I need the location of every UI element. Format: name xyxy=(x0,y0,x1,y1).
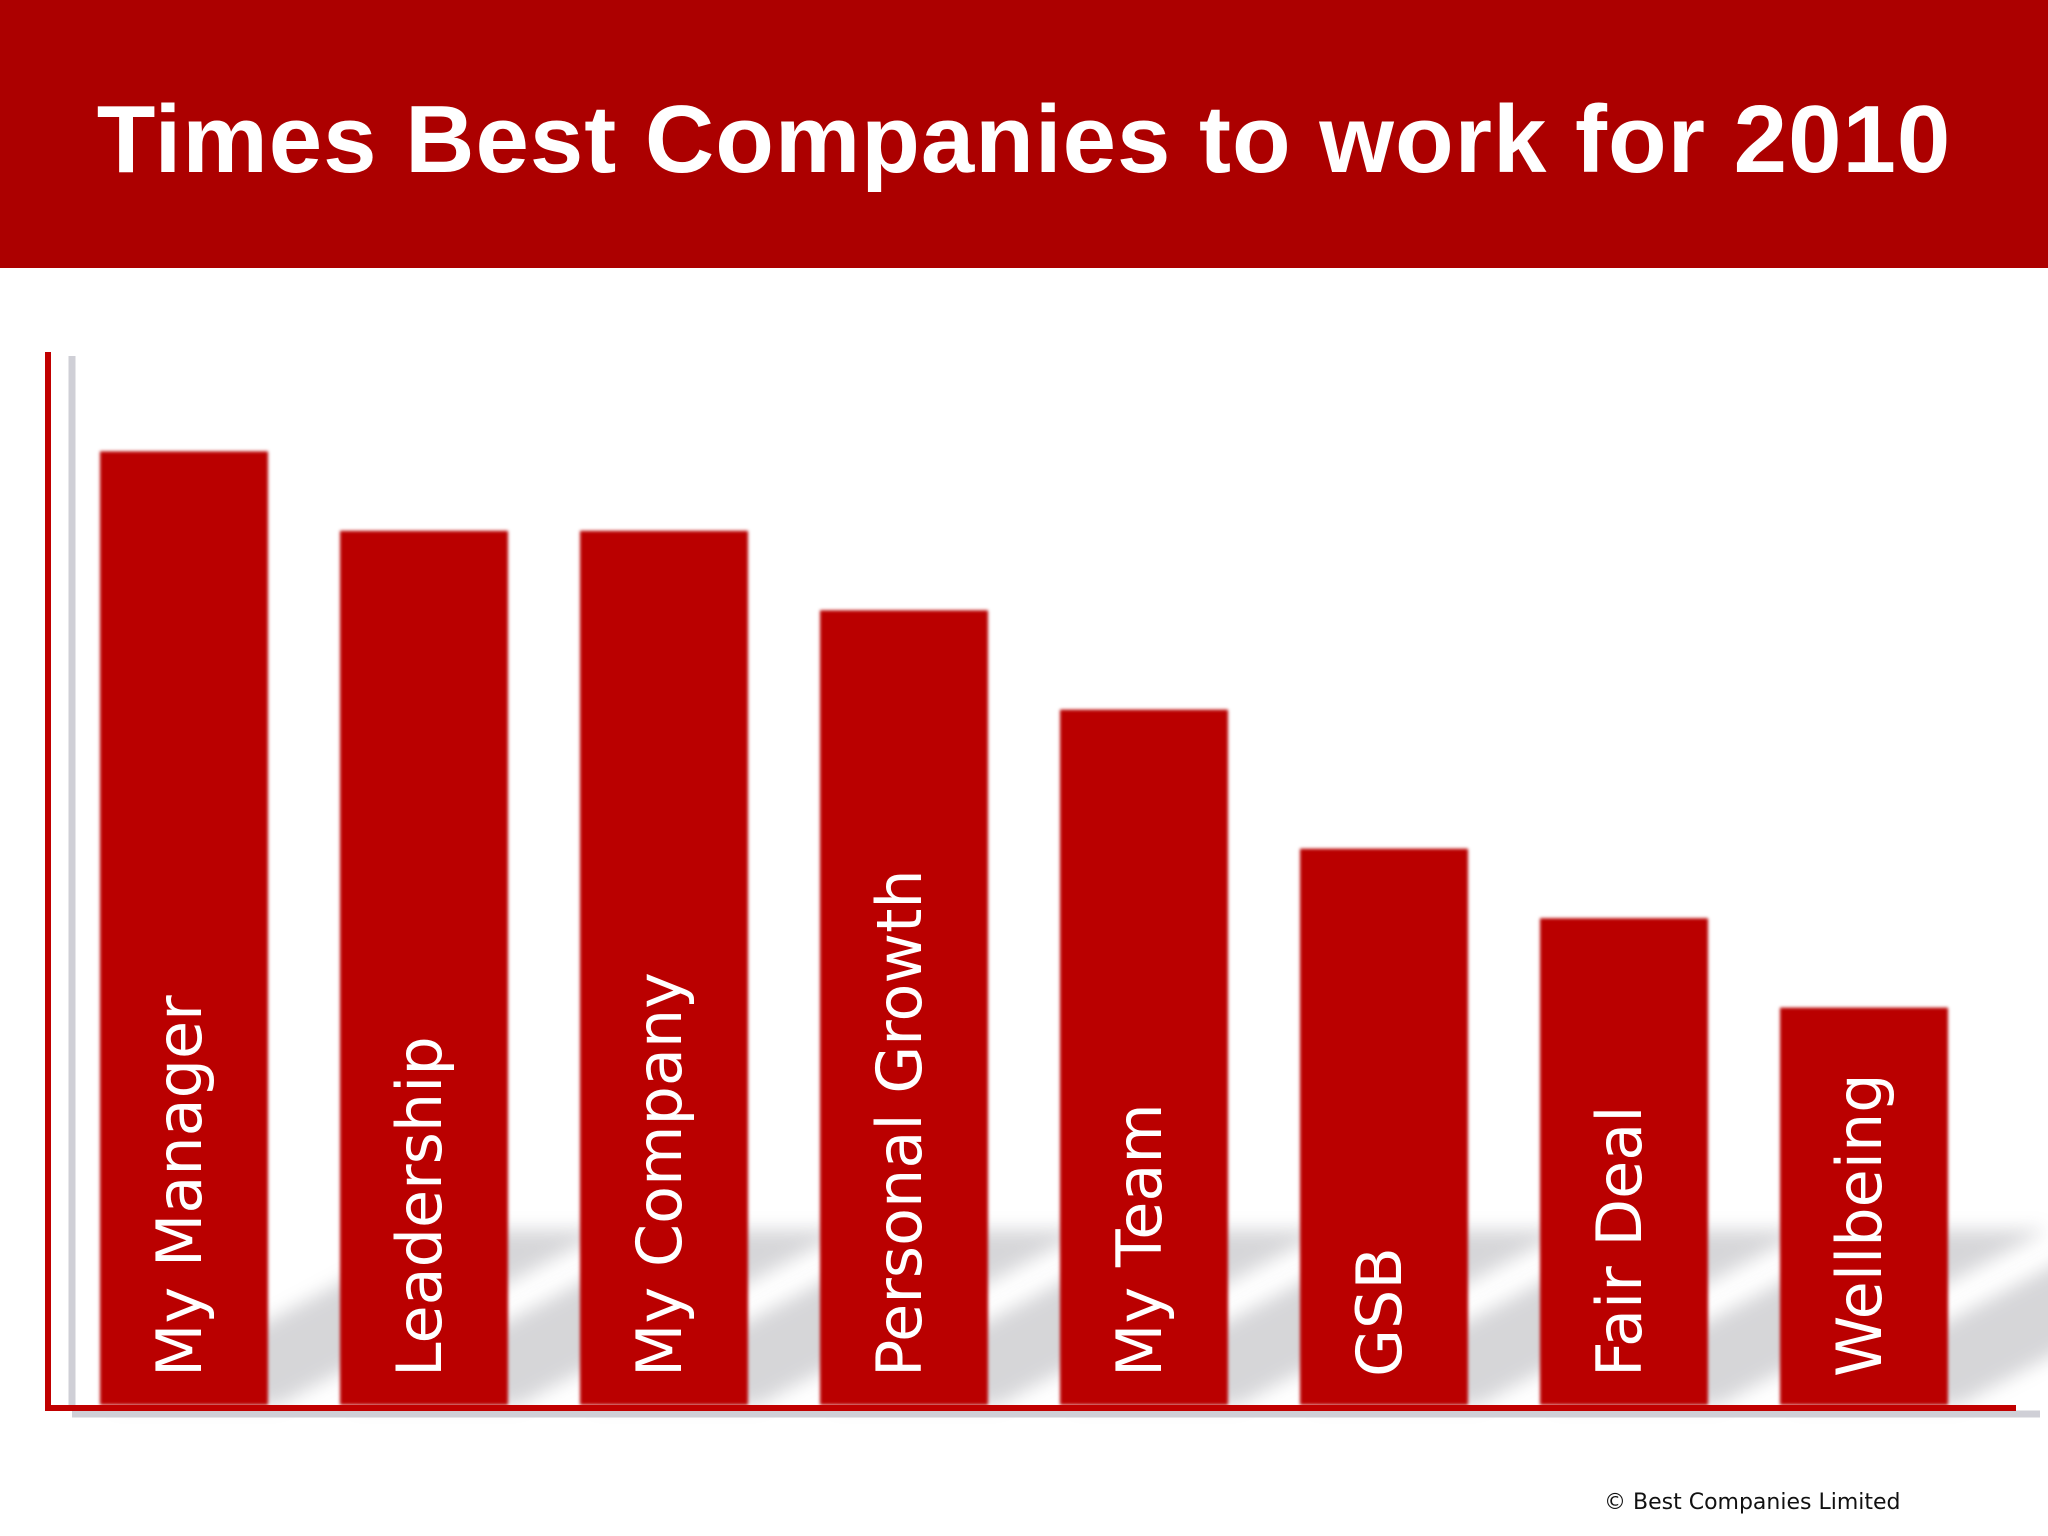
title-banner xyxy=(0,0,2048,268)
page-title: Times Best Companies to work for 2010 xyxy=(96,86,1952,193)
bar-my-team xyxy=(1060,709,1228,1405)
category-label-my-company: My Company xyxy=(623,972,696,1377)
category-label-fair-deal: Fair Deal xyxy=(1583,1106,1656,1378)
category-labels: My Manager Leadership My Company Personal G… xyxy=(143,869,1896,1377)
category-label-my-manager: My Manager xyxy=(143,995,216,1377)
bar-leadership xyxy=(340,530,508,1405)
bars xyxy=(100,451,1948,1406)
bar-gsb xyxy=(1300,848,1468,1405)
bar-wellbeing xyxy=(1780,1007,1948,1405)
category-label-personal-growth: Personal Growth xyxy=(863,869,936,1377)
category-label-wellbeing: Wellbeing xyxy=(1823,1073,1896,1377)
bar-fair-deal xyxy=(1540,918,1708,1405)
copyright-note: © Best Companies Limited xyxy=(1604,1490,1901,1515)
bar-personal-growth xyxy=(820,610,988,1405)
category-label-leadership: Leadership xyxy=(383,1036,456,1377)
bar-my-manager xyxy=(100,451,268,1406)
bar-my-company xyxy=(580,530,748,1405)
category-label-gsb: GSB xyxy=(1343,1247,1416,1377)
category-label-my-team: My Team xyxy=(1103,1103,1176,1377)
